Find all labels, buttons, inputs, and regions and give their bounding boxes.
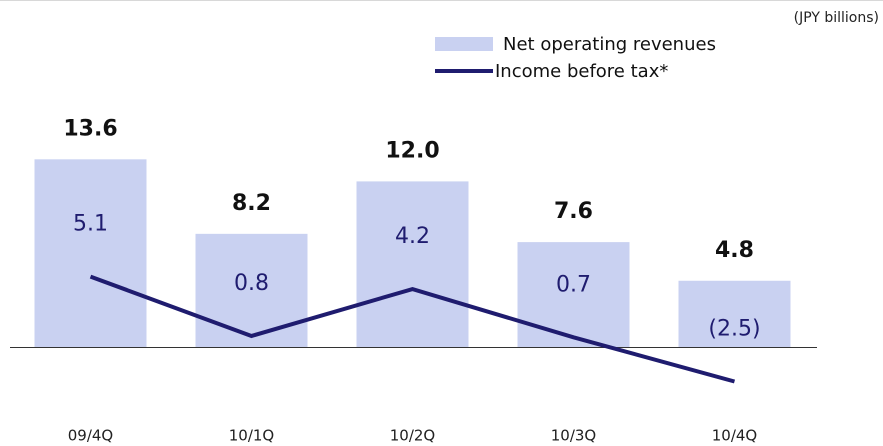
bar [356, 181, 469, 347]
line-value-label: 5.1 [73, 212, 108, 237]
line-value-label: 4.2 [395, 224, 430, 249]
legend-swatch [435, 37, 493, 51]
line [89, 274, 736, 384]
legend-label: Income before tax* [495, 61, 668, 82]
bar-value-label: 13.6 [63, 116, 117, 141]
line-value-label: 0.8 [234, 271, 269, 296]
bar [678, 280, 791, 347]
x-tick-label: 10/4Q [712, 427, 758, 445]
x-tick-label: 10/1Q [229, 427, 275, 445]
bar-value-label: 7.6 [554, 199, 593, 224]
bar [34, 159, 147, 347]
x-tick-label: 09/4Q [68, 427, 114, 445]
overlay: 09/4Q 10/1Q 10/2Q 10/3Q 10/4Q 13.6 8.2 12.0 7.6 4… [63, 34, 760, 445]
bar-value-label: 4.8 [715, 238, 754, 263]
x-tick-label: 10/3Q [551, 427, 597, 445]
bar-value-label: 8.2 [232, 191, 271, 216]
legend-label: Net operating revenues [503, 34, 716, 55]
units-label: (JPY billions) [794, 10, 879, 26]
bar [195, 233, 308, 347]
plot-area [34, 159, 791, 347]
bar-value-label: 12.0 [385, 138, 439, 163]
line-value-label: (2.5) [708, 317, 760, 342]
bar [517, 242, 630, 347]
line-value-label: 0.7 [556, 272, 591, 297]
x-tick-label: 10/2Q [390, 427, 436, 445]
